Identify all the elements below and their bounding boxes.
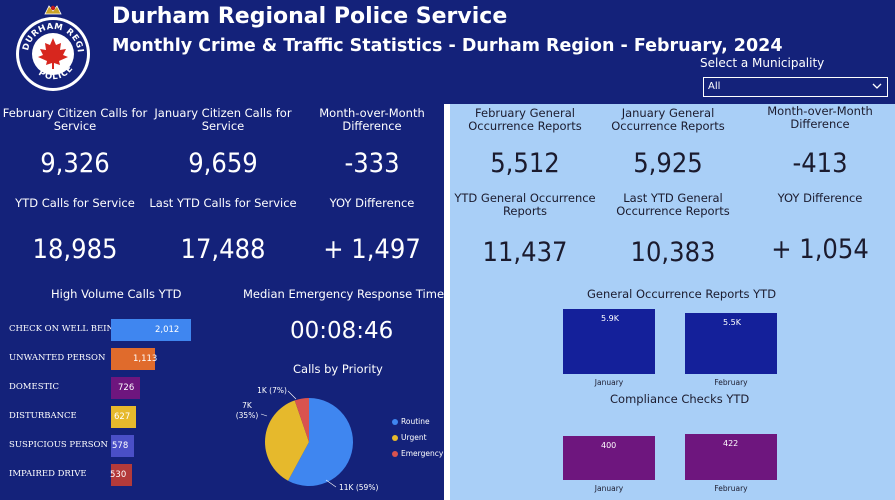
- page-title: Durham Regional Police Service: [112, 4, 508, 29]
- panel-divider: [444, 104, 450, 500]
- bar-value-suspicious-person: 578: [112, 441, 129, 451]
- page-subtitle: Monthly Crime & Traffic Statistics - Dur…: [112, 36, 783, 56]
- bar-label-impaired-drive: IMPAIRED DRIVE: [9, 469, 87, 479]
- jan-occurrence-value: 5,925: [633, 148, 703, 179]
- occurrence-bar-february: [685, 313, 777, 374]
- bar-value-check-on-well-being: 2,012: [155, 325, 180, 335]
- calls-by-priority-pie: 11K (59%) 7K(35%) 1K (7%): [236, 386, 379, 492]
- occurrence-ytd-chart-title: General Occurrence Reports YTD: [587, 287, 777, 301]
- occurrence-bar-january: [563, 309, 655, 374]
- pie-label-emergency: 1K (7%): [257, 386, 287, 395]
- bar-row-disturbance: DISTURBANCE 627: [0, 406, 200, 428]
- feb-calls-value: 9,326: [40, 148, 110, 179]
- bar-label-suspicious-person: SUSPICIOUS PERSON: [9, 440, 108, 450]
- jan-occurrence-label: January General Occurrence Reports: [611, 106, 725, 133]
- calls-for-service-panel: February Citizen Calls for Service 9,326…: [0, 104, 444, 500]
- pie-label-emergency-leader: [287, 390, 297, 400]
- yoy-occurrence-value: + 1,054: [771, 234, 869, 265]
- bar-label-domestic: DOMESTIC: [9, 382, 60, 392]
- median-response-title: Median Emergency Response Time: [243, 287, 445, 301]
- bar-label-disturbance: DISTURBANCE: [9, 411, 77, 421]
- bar-value-domestic: 726: [118, 383, 135, 393]
- bar-value-unwanted-person: 1,113: [133, 354, 158, 364]
- last-ytd-calls-label: Last YTD Calls for Service: [149, 196, 297, 210]
- occurrence-bar-value-january: 5.9K: [601, 314, 619, 323]
- bar-row-suspicious-person: SUSPICIOUS PERSON 578: [0, 435, 200, 457]
- legend-dot-urgent: [392, 435, 398, 441]
- compliance-bar-february: [685, 434, 777, 480]
- bar-disturbance: [111, 406, 136, 428]
- last-ytd-calls-value: 17,488: [180, 234, 266, 265]
- pie-label-urgent-line1: (35%): [236, 411, 259, 420]
- yoy-calls-value: + 1,497: [323, 234, 421, 265]
- mom-calls-value: -333: [344, 148, 400, 179]
- pie-slice-urgent: [265, 400, 309, 481]
- header-bar: DURHAM REGIONAL POLICE Durham Regional P…: [0, 0, 895, 104]
- legend-item-urgent: Urgent: [392, 433, 427, 442]
- median-response-value: 00:08:46: [290, 318, 394, 344]
- compliance-bar-january: [563, 436, 655, 480]
- legend-label-emergency: Emergency: [401, 449, 444, 458]
- bar-row-unwanted-person: UNWANTED PERSON 1,113: [0, 348, 200, 370]
- pie-label-routine: 11K (59%): [339, 483, 378, 492]
- compliance-category-february: February: [714, 484, 748, 493]
- pie-label-urgent-line0: 7K: [242, 401, 253, 410]
- yoy-calls-label: YOY Difference: [329, 196, 415, 210]
- occurrence-category-february: February: [714, 378, 748, 387]
- bar-row-domestic: DOMESTIC 726: [0, 377, 200, 399]
- compliance-category-january: January: [594, 484, 624, 493]
- bar-unwanted-person: [111, 348, 155, 370]
- legend-item-routine: Routine: [392, 417, 430, 426]
- ytd-calls-value: 18,985: [32, 234, 118, 265]
- yoy-occurrence-label: YOY Difference: [777, 191, 863, 205]
- jan-calls-label: January Citizen Calls for Service: [154, 106, 292, 133]
- pie-label-urgent-leader: [260, 413, 268, 417]
- ytd-occurrence-label: YTD General Occurrence Reports: [454, 191, 596, 218]
- legend-label-urgent: Urgent: [401, 433, 427, 442]
- occurrence-reports-panel: February General Occurrence Reports 5,51…: [450, 104, 895, 500]
- bar-label-check-on-well-being: CHECK ON WELL BEING: [9, 324, 121, 334]
- mom-occurrence-label: Month-over-Month Difference: [767, 104, 873, 131]
- bar-label-unwanted-person: UNWANTED PERSON: [9, 353, 106, 363]
- feb-calls-label: February Citizen Calls for Service: [2, 106, 148, 133]
- bar-check-on-well-being: [111, 319, 191, 341]
- bar-value-impaired-drive: 530: [110, 470, 127, 480]
- municipality-selected-value: All: [708, 81, 721, 92]
- occurrence-bar-value-february: 5.5K: [723, 318, 741, 327]
- ytd-occurrence-value: 11,437: [482, 237, 568, 268]
- legend-label-routine: Routine: [401, 417, 430, 426]
- pie-slice-emergency: [294, 398, 309, 442]
- jan-calls-value: 9,659: [188, 148, 258, 179]
- mom-occurrence-value: -413: [792, 148, 848, 179]
- municipality-label: Select a Municipality: [700, 56, 825, 70]
- bar-value-disturbance: 627: [114, 412, 131, 422]
- bar-row-impaired-drive: IMPAIRED DRIVE 530: [0, 464, 200, 486]
- last-ytd-occurrence-label: Last YTD General Occurrence Reports: [616, 191, 730, 218]
- last-ytd-occurrence-value: 10,383: [630, 237, 716, 268]
- pie-label-routine-leader: [325, 479, 337, 488]
- compliance-bar-value-february: 422: [723, 439, 739, 448]
- compliance-checks-title: Compliance Checks YTD: [610, 392, 750, 406]
- bar-suspicious-person: [111, 435, 134, 457]
- compliance-bar-value-january: 400: [601, 441, 617, 450]
- feb-occurrence-value: 5,512: [490, 148, 560, 179]
- occurrence-category-january: January: [594, 378, 624, 387]
- mom-calls-label: Month-over-Month Difference: [319, 106, 425, 133]
- bar-domestic: [111, 377, 140, 399]
- municipality-dropdown[interactable]: All: [703, 77, 888, 97]
- bar-impaired-drive: [111, 464, 132, 486]
- calls-by-priority-title: Calls by Priority: [293, 362, 383, 376]
- high-volume-calls-title: High Volume Calls YTD: [51, 287, 182, 301]
- ytd-calls-label: YTD Calls for Service: [15, 196, 135, 210]
- chevron-down-icon: [872, 83, 882, 89]
- legend-item-emergency: Emergency: [392, 449, 443, 458]
- police-badge-logo: DURHAM REGIONAL POLICE: [16, 2, 90, 91]
- legend-dot-routine: [392, 419, 398, 425]
- bar-row-check-on-well-being: CHECK ON WELL BEING 2,012: [0, 319, 200, 341]
- legend-dot-emergency: [392, 451, 398, 457]
- pie-slice-routine: [288, 398, 353, 486]
- feb-occurrence-label: February General Occurrence Reports: [468, 106, 582, 133]
